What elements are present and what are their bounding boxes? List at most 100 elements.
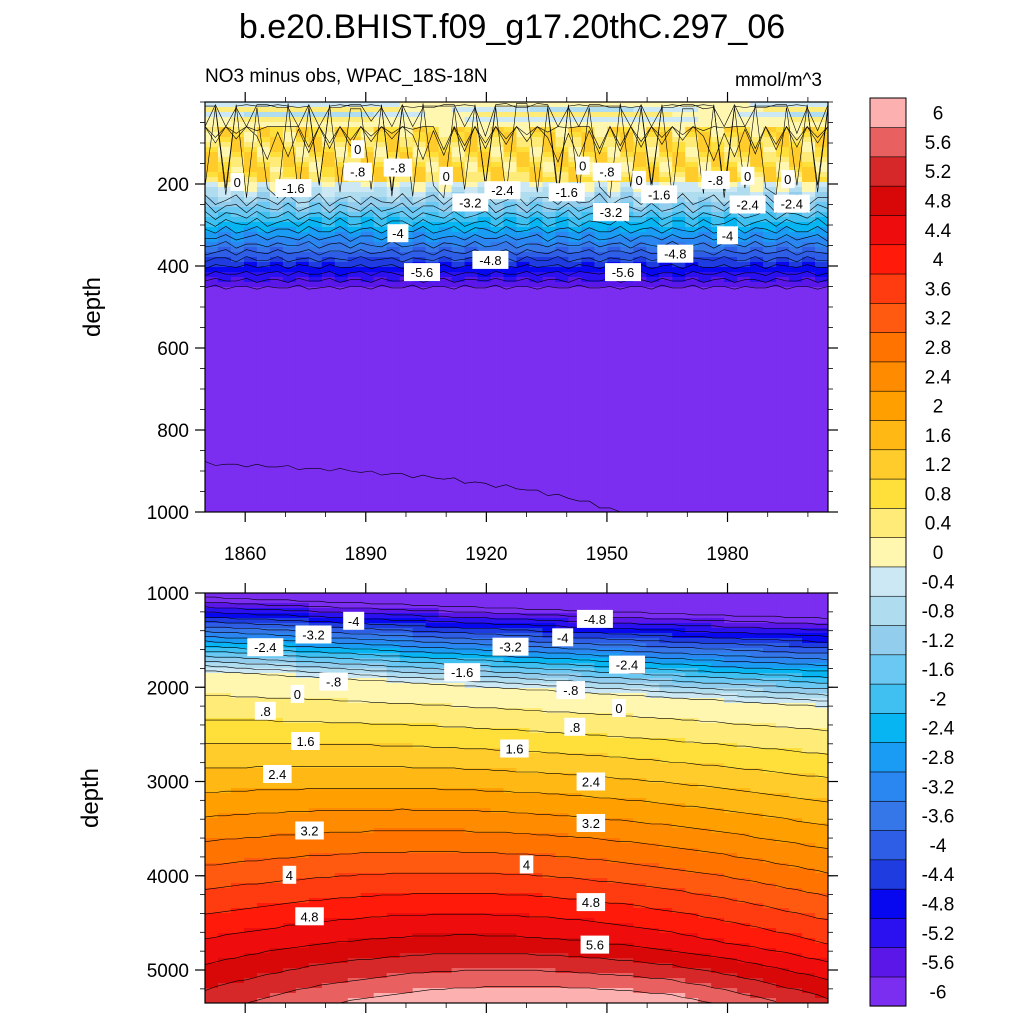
upper-fill-cell [347, 157, 362, 163]
upper-fill-cell [321, 257, 336, 263]
upper-fill-cell [451, 147, 466, 153]
upper-fill-cell [256, 347, 271, 353]
lower-fill-cell [568, 603, 583, 609]
upper-fill-cell [477, 132, 492, 138]
upper-fill-cell [711, 352, 725, 358]
upper-fill-cell [295, 422, 310, 428]
upper-fill-cell [425, 182, 440, 188]
upper-fill-cell [321, 442, 336, 448]
upper-fill-cell [490, 482, 505, 488]
upper-fill-cell [581, 507, 596, 512]
upper-fill-cell [685, 127, 700, 133]
upper-fill-cell [516, 272, 531, 278]
upper-fill-cell [685, 357, 700, 363]
upper-fill-cell [425, 337, 440, 343]
upper-fill-cell [256, 332, 271, 338]
upper-fill-cell [555, 442, 570, 448]
upper-fill-cell [724, 452, 738, 458]
lower-fill-cell [815, 593, 828, 599]
upper-fill-cell [360, 402, 375, 408]
upper-fill-cell [529, 392, 544, 398]
upper-fill-cell [542, 447, 557, 453]
upper-fill-cell [763, 217, 777, 223]
upper-fill-cell [295, 432, 310, 438]
upper-fill-cell [698, 247, 712, 253]
lower-fill-cell [672, 663, 687, 669]
upper-fill-cell [698, 167, 712, 173]
upper-fill-cell [347, 327, 362, 333]
upper-fill-cell [802, 482, 816, 488]
upper-fill-cell [750, 262, 764, 268]
upper-fill-cell [763, 462, 777, 468]
upper-fill-cell [568, 152, 583, 158]
upper-fill-cell [581, 177, 596, 183]
upper-fill-cell [386, 302, 401, 308]
upper-fill-cell [269, 477, 284, 483]
upper-fill-cell [529, 272, 544, 278]
upper-fill-cell [230, 217, 245, 223]
upper-fill-cell [711, 447, 725, 453]
upper-fill-cell [425, 292, 440, 298]
lower-fill-cell [425, 598, 440, 604]
upper-fill-cell [581, 367, 596, 373]
upper-fill-cell [763, 477, 777, 483]
lower-fill-cell [750, 608, 764, 614]
upper-fill-cell [295, 107, 310, 113]
upper-fill-cell [373, 102, 388, 108]
upper-fill-cell [724, 432, 738, 438]
upper-fill-cell [672, 347, 687, 353]
lower-fill-cell [568, 598, 583, 604]
upper-fill-cell [373, 352, 388, 358]
upper-fill-cell [373, 257, 388, 263]
upper-fill-cell [555, 102, 570, 108]
lower-fill-cell [789, 658, 803, 664]
upper-fill-cell [464, 397, 479, 403]
upper-fill-cell [425, 247, 440, 253]
lower-fill-cell [750, 653, 764, 659]
lower-fill-cell [269, 603, 284, 609]
upper-fill-cell [737, 342, 751, 348]
upper-fill-cell [399, 147, 414, 153]
upper-fill-cell [464, 292, 479, 298]
upper-fill-cell [555, 467, 570, 473]
upper-fill-cell [763, 497, 777, 503]
upper-fill-cell [724, 282, 738, 288]
upper-fill-cell [373, 497, 388, 503]
upper-fill-cell [711, 457, 725, 463]
upper-fill-cell [373, 297, 388, 303]
upper-fill-cell [659, 117, 674, 123]
upper-fill-cell [373, 327, 388, 333]
upper-fill-cell [724, 332, 738, 338]
upper-fill-cell [308, 477, 323, 483]
upper-fill-cell [724, 322, 738, 328]
upper-fill-cell [334, 262, 349, 268]
upper-fill-cell [230, 232, 245, 238]
upper-fill-cell [451, 492, 466, 498]
upper-fill-cell [321, 232, 336, 238]
upper-fill-cell [672, 187, 687, 193]
upper-fill-cell [568, 167, 583, 173]
lower-fill-cell [633, 648, 648, 654]
upper-fill-cell [672, 497, 687, 503]
upper-fill-cell [256, 277, 271, 283]
upper-fill-cell [373, 147, 388, 153]
lower-fill-cell [685, 603, 700, 609]
upper-fill-cell [815, 242, 828, 248]
lower-fill-cell [347, 593, 362, 599]
upper-fill-cell [360, 202, 375, 208]
upper-fill-cell [399, 332, 414, 338]
upper-fill-cell [607, 442, 622, 448]
upper-fill-cell [802, 187, 816, 193]
upper-fill-cell [425, 242, 440, 248]
upper-fill-cell [399, 377, 414, 383]
upper-fill-cell [217, 347, 232, 353]
upper-fill-cell [205, 237, 219, 243]
upper-fill-cell [373, 377, 388, 383]
lower-fill-cell [425, 678, 440, 684]
upper-fill-cell [607, 447, 622, 453]
upper-fill-cell [308, 257, 323, 263]
upper-fill-cell [464, 112, 479, 118]
upper-fill-cell [256, 457, 271, 463]
upper-fill-cell [568, 177, 583, 183]
upper-fill-cell [503, 132, 518, 138]
